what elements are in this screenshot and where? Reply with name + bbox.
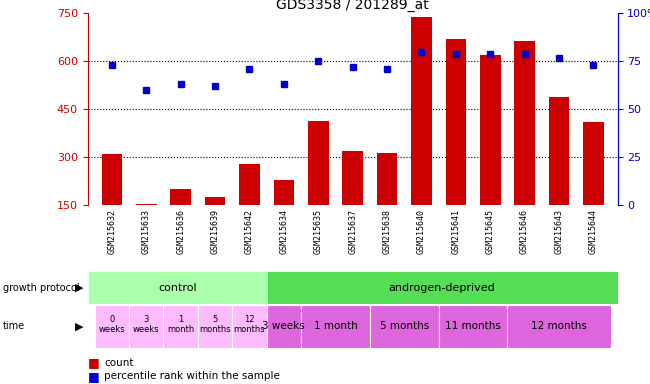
Text: growth protocol: growth protocol	[3, 283, 80, 293]
Text: GSM215641: GSM215641	[451, 209, 460, 255]
Text: GSM215644: GSM215644	[589, 209, 598, 255]
Bar	[377, 152, 397, 205]
Bar	[274, 180, 294, 205]
Text: ■: ■	[88, 370, 99, 383]
Text: GSM215637: GSM215637	[348, 209, 357, 255]
Text: androgen-deprived: androgen-deprived	[389, 283, 495, 293]
Bar	[101, 154, 122, 205]
Bar	[370, 305, 439, 348]
Bar	[514, 41, 535, 205]
Bar	[266, 305, 301, 348]
Text: 12
months: 12 months	[233, 314, 265, 334]
Bar	[301, 305, 370, 348]
Text: percentile rank within the sample: percentile rank within the sample	[104, 371, 280, 381]
Text: 0
weeks: 0 weeks	[99, 314, 125, 334]
Bar	[239, 164, 260, 205]
Text: 1
month: 1 month	[167, 314, 194, 334]
Bar	[343, 151, 363, 205]
Bar	[163, 305, 198, 348]
Text: GSM215638: GSM215638	[382, 209, 391, 255]
Text: 1 month: 1 month	[313, 321, 358, 331]
Bar	[308, 121, 328, 205]
Text: 3 weeks: 3 weeks	[263, 321, 306, 331]
Bar	[445, 39, 466, 205]
Text: GSM215645: GSM215645	[486, 209, 495, 255]
Text: ▶: ▶	[75, 283, 83, 293]
Text: control: control	[158, 283, 196, 293]
Bar	[508, 305, 610, 348]
Bar	[198, 305, 232, 348]
Bar	[170, 189, 191, 205]
Text: GSM215646: GSM215646	[520, 209, 529, 255]
Text: GSM215635: GSM215635	[314, 209, 323, 255]
Text: 3
weeks: 3 weeks	[133, 314, 159, 334]
Text: GSM215636: GSM215636	[176, 209, 185, 255]
Text: time: time	[3, 321, 25, 331]
Text: GSM215634: GSM215634	[280, 209, 289, 255]
Bar	[583, 122, 604, 205]
Title: GDS3358 / 201289_at: GDS3358 / 201289_at	[276, 0, 429, 12]
Bar	[205, 197, 226, 205]
Bar	[88, 271, 266, 304]
Text: GSM215643: GSM215643	[554, 209, 564, 255]
Bar	[95, 305, 129, 348]
Text: GSM215639: GSM215639	[211, 209, 220, 255]
Bar	[549, 97, 569, 205]
Bar	[232, 305, 266, 348]
Text: 11 months: 11 months	[445, 321, 501, 331]
Text: GSM215642: GSM215642	[245, 209, 254, 255]
Text: ■: ■	[88, 356, 99, 369]
Bar	[266, 271, 618, 304]
Text: 5 months: 5 months	[380, 321, 429, 331]
Bar	[129, 305, 163, 348]
Text: GSM215633: GSM215633	[142, 209, 151, 255]
Text: 5
months: 5 months	[199, 314, 231, 334]
Text: GSM215632: GSM215632	[107, 209, 116, 255]
Text: 12 months: 12 months	[531, 321, 587, 331]
Text: ▶: ▶	[75, 321, 83, 331]
Bar	[411, 17, 432, 205]
Bar	[480, 55, 500, 205]
Text: GSM215640: GSM215640	[417, 209, 426, 255]
Bar	[439, 305, 508, 348]
Text: count: count	[104, 358, 133, 368]
Bar	[136, 204, 157, 205]
